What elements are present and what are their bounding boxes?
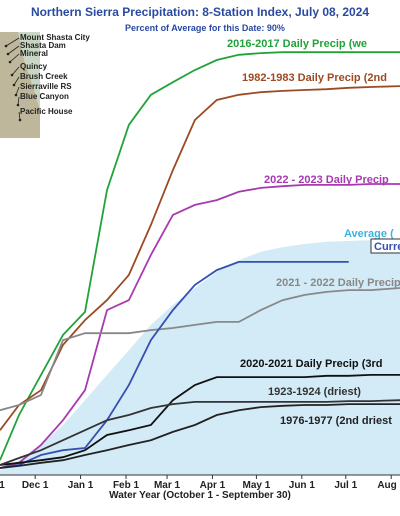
- station-dot: [14, 93, 18, 97]
- series-label: Average (: [344, 228, 394, 240]
- station-label: Pacific House: [20, 107, 73, 116]
- map-terrain: [0, 32, 40, 138]
- station-label: Shasta Dam: [20, 41, 66, 50]
- chart-subtitle: Percent of Average for this Date: 90%: [125, 23, 285, 33]
- station-dot: [8, 60, 12, 64]
- line: [0, 51, 400, 461]
- series-label: Curre: [374, 241, 400, 253]
- station-dot: [16, 103, 20, 107]
- station-dot: [12, 83, 16, 87]
- station-leader: [17, 96, 20, 106]
- x-tick-label: Nov 1: [0, 480, 5, 491]
- station-label: Blue Canyon: [20, 92, 69, 101]
- station-label: Brush Creek: [20, 72, 68, 81]
- chart-title: Northern Sierra Precipitation: 8-Station…: [31, 5, 369, 19]
- station-label: Mineral: [20, 49, 48, 58]
- station-leader: [15, 86, 20, 96]
- station-leader: [9, 53, 20, 63]
- series-label: 2016-2017 Daily Precip (we: [227, 38, 367, 50]
- x-axis-label: Water Year (October 1 - September 30): [109, 490, 291, 501]
- x-tick-label: May 1: [243, 480, 271, 491]
- series-label: 2021 - 2022 Daily Precip: [276, 277, 400, 289]
- station-dot: [18, 118, 22, 122]
- x-tick-label: Feb 1: [113, 480, 140, 491]
- x-tick-label: Mar 1: [154, 480, 181, 491]
- series-label: 1923-1924 (driest): [268, 386, 361, 398]
- station-leader: [5, 37, 20, 47]
- line: [0, 374, 400, 466]
- line: [0, 287, 400, 412]
- plot-area: [0, 51, 400, 475]
- station-dot: [6, 52, 10, 56]
- label-box: [370, 238, 400, 254]
- line: [0, 85, 400, 431]
- x-tick-label: Apr 1: [200, 480, 226, 491]
- line: [0, 403, 400, 469]
- station-label: Sierraville RS: [20, 82, 72, 91]
- station-leader: [7, 45, 20, 55]
- station-leader: [13, 76, 20, 86]
- line: [0, 183, 400, 469]
- line: [0, 399, 400, 466]
- series-label: 2022 - 2023 Daily Precip: [264, 174, 389, 186]
- x-tick-label: Jan 1: [68, 480, 94, 491]
- x-tick-label: Jun 1: [289, 480, 316, 491]
- station-dot: [4, 44, 8, 48]
- x-tick-label: Dec 1: [22, 480, 49, 491]
- series-label: 2020-2021 Daily Precip (3rd: [240, 358, 382, 370]
- station-label: Quincy: [20, 62, 48, 71]
- series-label: 1976-1977 (2nd driest: [280, 415, 392, 427]
- station-label: Mount Shasta City: [20, 33, 90, 42]
- station-leader: [18, 111, 21, 121]
- area: [0, 240, 400, 475]
- x-tick-label: Jul 1: [334, 480, 357, 491]
- station-dot: [10, 73, 14, 77]
- x-tick-label: Aug 1: [377, 480, 400, 491]
- series-label: 1982-1983 Daily Precip (2nd: [242, 72, 387, 84]
- station-leader: [11, 66, 20, 76]
- line: [0, 261, 349, 469]
